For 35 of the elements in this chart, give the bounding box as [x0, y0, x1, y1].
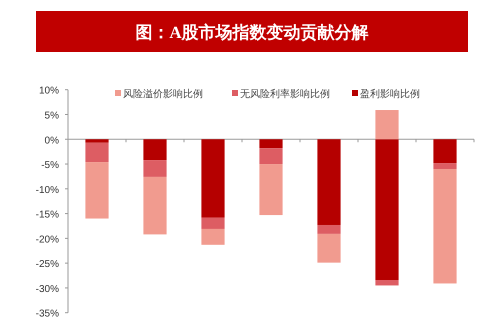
- y-tick-label: -10%: [36, 184, 60, 196]
- chart-title: 图：A股市场指数变动贡献分解: [135, 23, 369, 42]
- bar: [317, 224, 341, 234]
- bar: [375, 280, 399, 286]
- bar: [143, 139, 167, 160]
- legend-label: 无风险利率影响比例: [240, 88, 330, 100]
- bar: [433, 139, 457, 164]
- bar: [143, 160, 167, 177]
- y-tick-label: 0%: [44, 135, 60, 146]
- y-tick-label: 5%: [44, 110, 60, 122]
- bar: [317, 234, 341, 263]
- bar: [259, 148, 283, 164]
- bar: [259, 139, 283, 148]
- bar: [201, 218, 225, 229]
- bar: [375, 139, 399, 280]
- y-tick-label: -35%: [36, 308, 60, 320]
- bar: [259, 164, 283, 216]
- y-tick-label: -25%: [36, 259, 60, 270]
- bar: [201, 139, 225, 218]
- y-tick-label: -5%: [41, 160, 60, 172]
- title: 图：A股市场指数变动贡献分解: [36, 11, 468, 52]
- bar: [433, 168, 457, 284]
- y-tick-label: -30%: [36, 284, 60, 295]
- bar: [85, 142, 109, 162]
- legend-label: 风险溢价影响比例: [123, 88, 203, 100]
- bar: [85, 162, 109, 219]
- bar: [433, 163, 457, 169]
- y-tick-label: -15%: [36, 210, 60, 221]
- bar: [317, 139, 341, 225]
- y-tick-label: -20%: [36, 234, 60, 246]
- y-tick-label: 10%: [38, 86, 60, 97]
- bar: [375, 110, 399, 140]
- legend-label: 盈利影响比例: [360, 88, 420, 100]
- bar: [201, 228, 225, 245]
- bar: [143, 176, 167, 234]
